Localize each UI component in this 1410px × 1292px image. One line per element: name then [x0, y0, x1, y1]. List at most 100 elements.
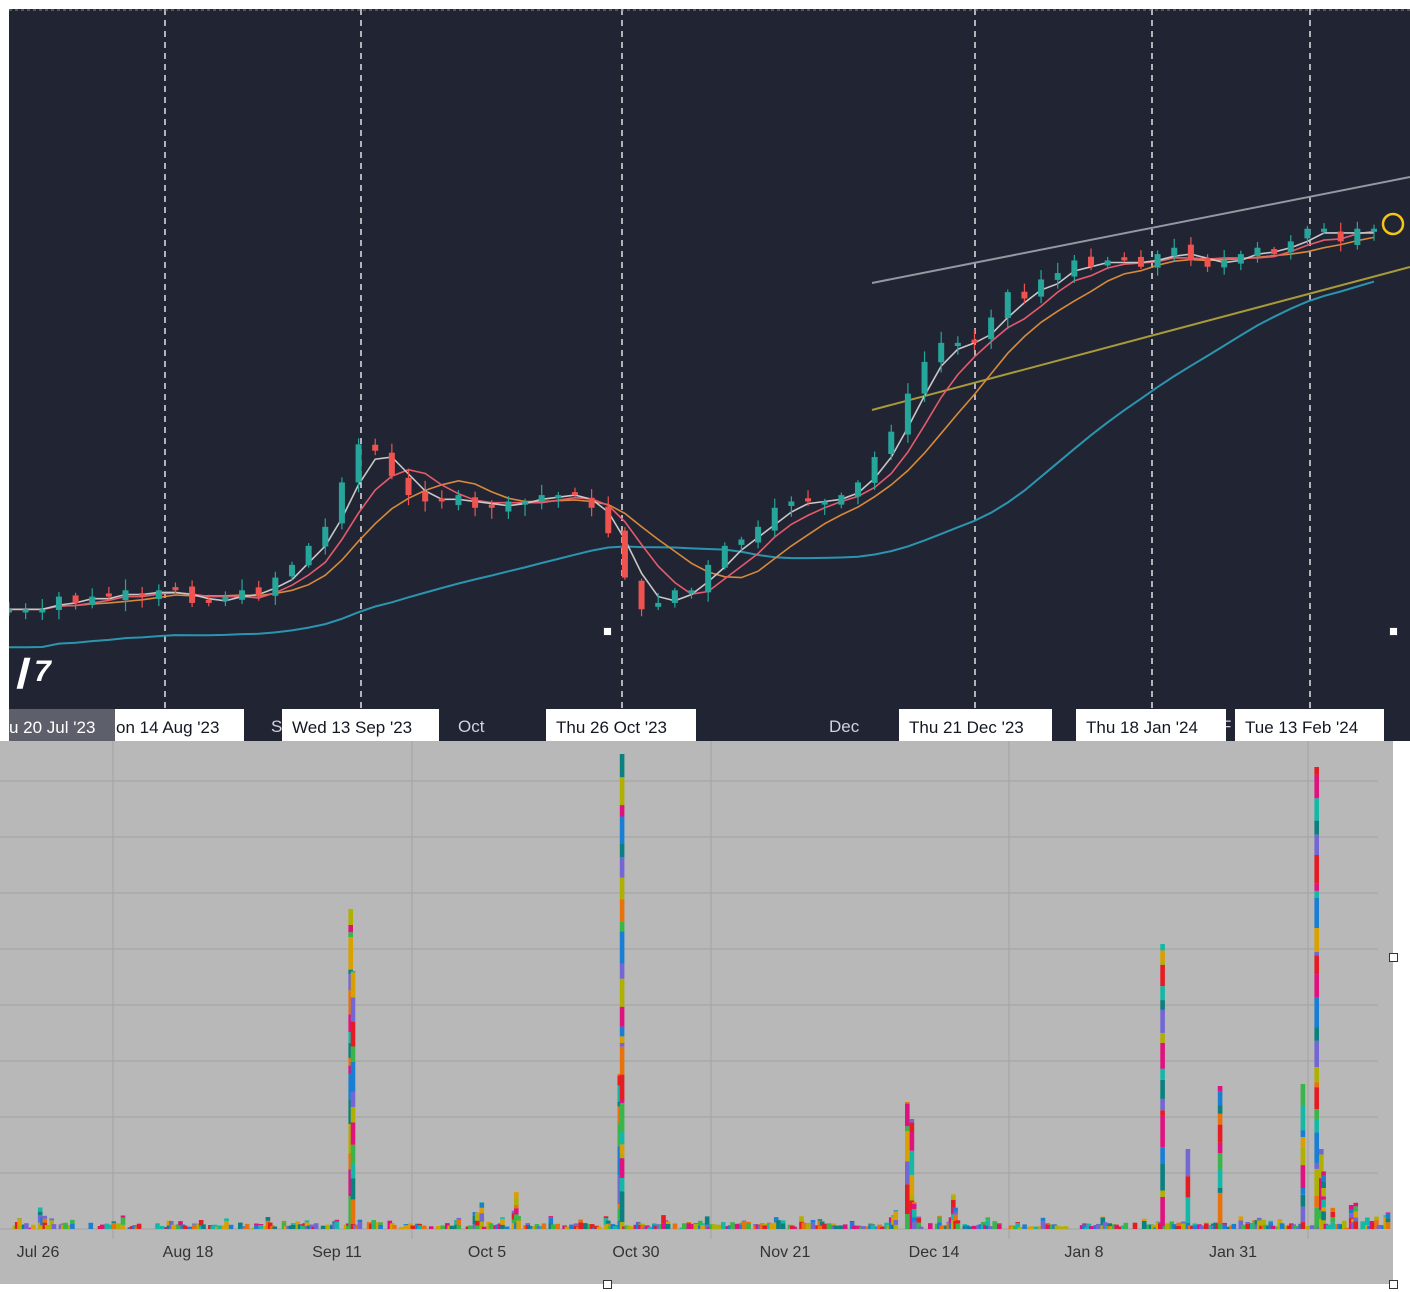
volume-bar-segment [1321, 1181, 1326, 1188]
volume-bar-segment [619, 754, 625, 778]
selection-handle[interactable] [603, 1280, 612, 1289]
volume-bar-segment [350, 1061, 356, 1092]
volume-bar-segment [1314, 997, 1319, 1028]
volume-bar-segment [334, 1221, 340, 1229]
volume-bar-segment [1314, 1027, 1319, 1041]
volume-bar-segment [290, 1223, 296, 1225]
volume-bar-segment [829, 1224, 834, 1229]
volume-bar-segment [474, 1225, 480, 1229]
volume-bar-segment [17, 1225, 22, 1229]
volume-bar-segment [116, 1223, 121, 1229]
volume-bar-segment [652, 1223, 657, 1225]
volume-bar-segment [1254, 1224, 1260, 1229]
x-tick-label: Aug 18 [162, 1244, 214, 1261]
volume-bar-segment [606, 1220, 611, 1224]
volume-bar-segment [1022, 1224, 1027, 1229]
volume-bar-segment [1160, 944, 1165, 951]
volume-bar-segment [474, 1212, 480, 1215]
volume-bar-segment [661, 1215, 666, 1224]
ma-red-line [9, 230, 1375, 611]
volume-bar-segment [1342, 1220, 1347, 1229]
candle-body [55, 596, 62, 610]
volume-bar-segment [1082, 1224, 1087, 1229]
volume-bar-segment [378, 1222, 383, 1225]
volume-bar-segment [1160, 1190, 1165, 1197]
volume-bar-segment [612, 1225, 618, 1226]
volume-bar-segment [1314, 1169, 1319, 1196]
volume-bar-segment [679, 1227, 685, 1229]
volume-bar-segment [525, 1223, 531, 1226]
volume-bar-segment [1300, 1188, 1306, 1195]
volume-bar-segment [909, 1132, 915, 1151]
volume-bar-segment [1369, 1221, 1375, 1229]
volume-chart-panel[interactable]: Jul 26 Aug 18 Sep 11 Oct 5 Oct 30 Nov 21… [0, 741, 1393, 1284]
volume-bar-segment [88, 1222, 94, 1229]
volume-bar-segment [456, 1224, 462, 1229]
volume-bar-segment [258, 1224, 264, 1225]
candle-body [422, 491, 429, 502]
volume-bar-segment [939, 1225, 945, 1229]
volume-bar-segment [716, 1224, 721, 1229]
volume-bar-segment [332, 1221, 337, 1224]
volume-bar-segment [819, 1221, 825, 1226]
volume-bar-segment [1314, 1162, 1319, 1169]
volume-bar-segment [909, 1175, 915, 1197]
volume-bar-segment [799, 1216, 804, 1222]
volume-bar-segment [111, 1221, 117, 1223]
volume-bar-segment [1270, 1225, 1276, 1229]
volume-bar-segment [849, 1221, 855, 1223]
volume-bar-segment [447, 1225, 452, 1229]
volume-bar-segment [1330, 1217, 1336, 1223]
volume-bar-segment [1217, 1113, 1223, 1125]
volume-bar-segment [1360, 1221, 1365, 1222]
volume-bar-segment [1015, 1222, 1020, 1223]
volume-bar-segment [1162, 1226, 1168, 1229]
selection-handle[interactable] [1389, 953, 1398, 962]
volume-bar-segment [1353, 1221, 1359, 1229]
volume-bar-segment [1040, 1221, 1046, 1229]
volume-bar-segment [1222, 1224, 1227, 1229]
volume-bar-segment [514, 1192, 519, 1199]
candle-body [488, 504, 495, 508]
volume-bar-segment [868, 1223, 873, 1225]
price-chart-panel[interactable]: ❙7 S Oct Dec F u 20 Jul '23 on 14 Aug '2… [9, 9, 1410, 741]
volume-bar-segment [1181, 1221, 1186, 1224]
volume-bar-segment [1160, 1098, 1165, 1111]
volume-bar-segment [136, 1223, 142, 1229]
volume-bar-segment [610, 1224, 616, 1229]
volume-bar-segment [746, 1223, 751, 1229]
volume-bar-segment [493, 1225, 498, 1229]
volume-bar-segment [1300, 1194, 1306, 1207]
volume-chart-svg [0, 741, 1391, 1239]
volume-bar-segment [1330, 1222, 1336, 1229]
volume-bar-segment [479, 1202, 485, 1203]
x-tick-label: Nov 21 [759, 1244, 811, 1261]
volume-bar-segment [343, 1224, 349, 1229]
volume-bar-segment [428, 1226, 434, 1229]
volume-bar-segment [171, 1224, 176, 1229]
volume-bar-segment [573, 1223, 579, 1226]
volume-bar-segment [1093, 1225, 1099, 1229]
volume-bar-segment [320, 1225, 326, 1229]
volume-bar-segment [1217, 1187, 1223, 1193]
volume-bar-segment [325, 1224, 330, 1226]
volume-bar-segment [980, 1221, 986, 1225]
volume-bar-segment [762, 1223, 767, 1226]
selection-handle[interactable] [1389, 1280, 1398, 1289]
volume-bar-segment [479, 1213, 485, 1222]
selection-handle[interactable] [1389, 627, 1398, 636]
volume-bar-segment [1029, 1226, 1034, 1229]
volume-bar-segment [564, 1226, 570, 1229]
candle-body [1337, 231, 1344, 242]
candle-body [305, 545, 312, 566]
candle-body [105, 593, 112, 597]
volume-bar-segment [619, 921, 625, 932]
candle-body [538, 495, 545, 502]
volume-bar-segment [422, 1225, 427, 1229]
volume-bar-segment [953, 1211, 958, 1215]
candle-body [1071, 260, 1078, 277]
volume-bar-segment [838, 1225, 843, 1229]
volume-bar-segment [224, 1218, 229, 1222]
selection-handle[interactable] [603, 627, 612, 636]
volume-bar-segment [500, 1224, 505, 1229]
